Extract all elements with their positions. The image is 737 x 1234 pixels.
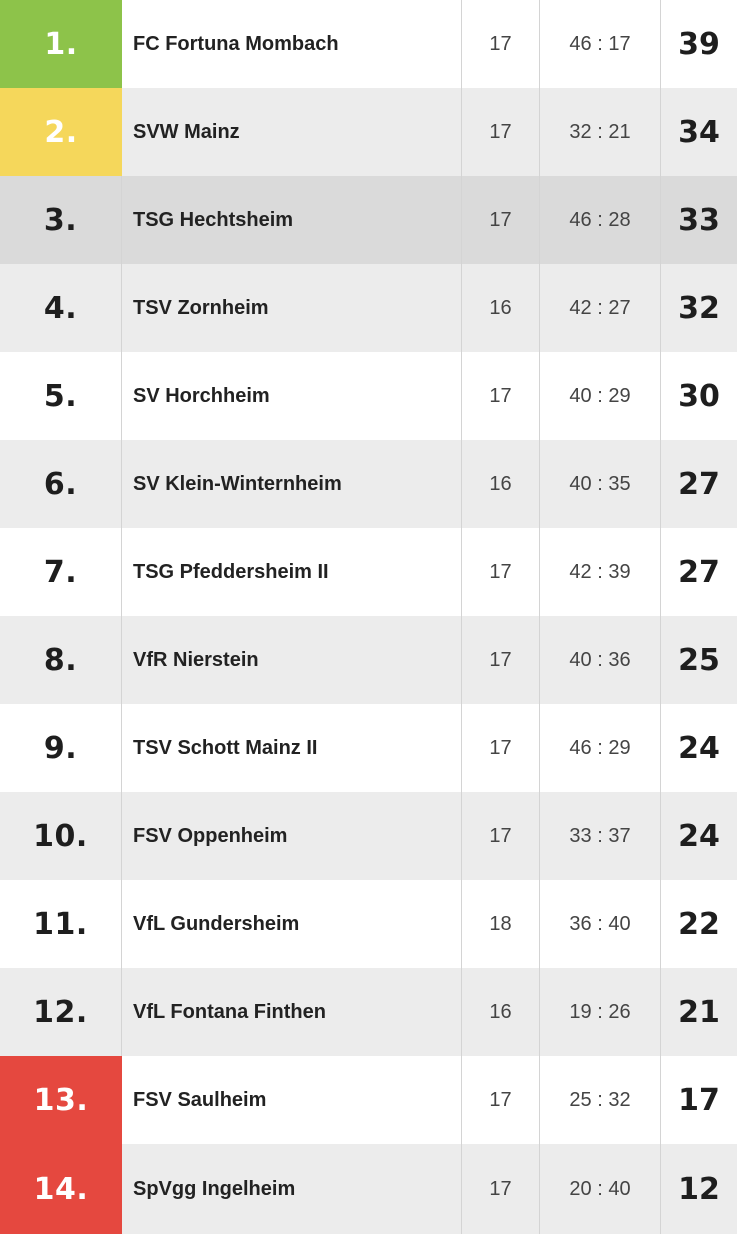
rank-cell: 11.: [0, 880, 122, 968]
games-played: 17: [462, 528, 540, 616]
goal-difference: 46 : 17: [540, 0, 661, 88]
games-played: 17: [462, 792, 540, 880]
rank-cell: 13.: [0, 1056, 122, 1144]
table-row[interactable]: 6. SV Klein-Winternheim 16 40 : 35 27: [0, 440, 737, 528]
team-name: VfR Nierstein: [122, 616, 462, 704]
table-row[interactable]: 13. FSV Saulheim 17 25 : 32 17: [0, 1056, 737, 1144]
table-row[interactable]: 4. TSV Zornheim 16 42 : 27 32: [0, 264, 737, 352]
team-name: TSG Pfeddersheim II: [122, 528, 462, 616]
goal-difference: 40 : 36: [540, 616, 661, 704]
points: 22: [678, 906, 720, 942]
table-row[interactable]: 1. FC Fortuna Mombach 17 46 : 17 39: [0, 0, 737, 88]
rank-cell: 12.: [0, 968, 122, 1056]
points: 24: [678, 818, 720, 854]
rank-cell: 14.: [0, 1144, 122, 1234]
table-row[interactable]: 8. VfR Nierstein 17 40 : 36 25: [0, 616, 737, 704]
points: 24: [678, 730, 720, 766]
rank-cell: 7.: [0, 528, 122, 616]
goal-difference: 25 : 32: [540, 1056, 661, 1144]
team-name: TSG Hechtsheim: [122, 176, 462, 264]
team-name: FSV Saulheim: [122, 1056, 462, 1144]
games-played: 17: [462, 616, 540, 704]
rank-cell: 3.: [0, 176, 122, 264]
table-row[interactable]: 11. VfL Gundersheim 18 36 : 40 22: [0, 880, 737, 968]
team-name: SVW Mainz: [122, 88, 462, 176]
points: 12: [678, 1171, 720, 1207]
points: 17: [678, 1082, 720, 1118]
games-played: 17: [462, 704, 540, 792]
points: 32: [678, 290, 720, 326]
team-name: SV Horchheim: [122, 352, 462, 440]
team-name: TSV Schott Mainz II: [122, 704, 462, 792]
games-played: 17: [462, 88, 540, 176]
games-played: 18: [462, 880, 540, 968]
goal-difference: 42 : 27: [540, 264, 661, 352]
rank-cell: 9.: [0, 704, 122, 792]
games-played: 17: [462, 0, 540, 88]
team-name: FSV Oppenheim: [122, 792, 462, 880]
table-row[interactable]: 14. SpVgg Ingelheim 17 20 : 40 12: [0, 1144, 737, 1234]
games-played: 16: [462, 968, 540, 1056]
team-name: SpVgg Ingelheim: [122, 1144, 462, 1234]
team-name: VfL Fontana Finthen: [122, 968, 462, 1056]
games-played: 16: [462, 440, 540, 528]
games-played: 17: [462, 1056, 540, 1144]
goal-difference: 42 : 39: [540, 528, 661, 616]
games-played: 17: [462, 1144, 540, 1234]
points: 25: [678, 642, 720, 678]
games-played: 17: [462, 176, 540, 264]
rank-cell: 5.: [0, 352, 122, 440]
goal-difference: 46 : 28: [540, 176, 661, 264]
table-row[interactable]: 3. TSG Hechtsheim 17 46 : 28 33: [0, 176, 737, 264]
table-row[interactable]: 12. VfL Fontana Finthen 16 19 : 26 21: [0, 968, 737, 1056]
team-name: TSV Zornheim: [122, 264, 462, 352]
table-row[interactable]: 10. FSV Oppenheim 17 33 : 37 24: [0, 792, 737, 880]
table-row[interactable]: 7. TSG Pfeddersheim II 17 42 : 39 27: [0, 528, 737, 616]
goal-difference: 20 : 40: [540, 1144, 661, 1234]
goal-difference: 40 : 29: [540, 352, 661, 440]
points: 30: [678, 378, 720, 414]
goal-difference: 46 : 29: [540, 704, 661, 792]
goal-difference: 19 : 26: [540, 968, 661, 1056]
rank-cell: 2.: [0, 88, 122, 176]
games-played: 17: [462, 352, 540, 440]
points: 33: [678, 202, 720, 238]
points: 27: [678, 466, 720, 502]
goal-difference: 36 : 40: [540, 880, 661, 968]
table-row[interactable]: 2. SVW Mainz 17 32 : 21 34: [0, 88, 737, 176]
team-name: FC Fortuna Mombach: [122, 0, 462, 88]
rank-cell: 4.: [0, 264, 122, 352]
goal-difference: 40 : 35: [540, 440, 661, 528]
points: 27: [678, 554, 720, 590]
rank-cell: 8.: [0, 616, 122, 704]
points: 34: [678, 114, 720, 150]
points: 39: [678, 26, 720, 62]
points: 21: [678, 994, 720, 1030]
team-name: VfL Gundersheim: [122, 880, 462, 968]
table-row[interactable]: 5. SV Horchheim 17 40 : 29 30: [0, 352, 737, 440]
rank-cell: 1.: [0, 0, 122, 88]
table-row[interactable]: 9. TSV Schott Mainz II 17 46 : 29 24: [0, 704, 737, 792]
rank-cell: 6.: [0, 440, 122, 528]
goal-difference: 32 : 21: [540, 88, 661, 176]
rank-cell: 10.: [0, 792, 122, 880]
team-name: SV Klein-Winternheim: [122, 440, 462, 528]
games-played: 16: [462, 264, 540, 352]
goal-difference: 33 : 37: [540, 792, 661, 880]
